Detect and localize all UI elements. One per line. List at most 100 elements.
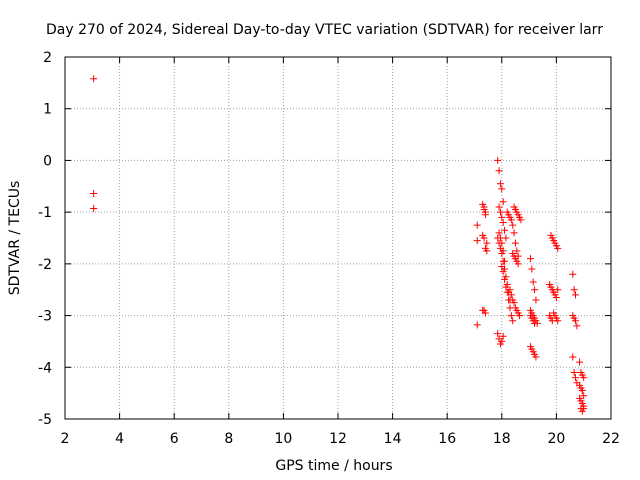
data-point — [496, 208, 504, 216]
data-point — [498, 250, 506, 258]
data-point — [576, 358, 584, 366]
x-tick-label: 20 — [547, 431, 565, 447]
y-tick-label: -3 — [38, 309, 52, 325]
data-point — [499, 268, 507, 276]
data-point — [90, 205, 98, 213]
y-tick-label: -4 — [38, 360, 52, 376]
data-point — [507, 312, 515, 320]
data-point — [517, 216, 525, 224]
data-point — [513, 247, 521, 255]
data-point — [501, 275, 509, 283]
data-point — [509, 317, 517, 325]
data-point — [498, 262, 506, 270]
data-point — [506, 286, 514, 294]
data-point — [495, 229, 503, 237]
data-point — [90, 190, 98, 198]
data-point — [496, 180, 504, 188]
data-point — [510, 299, 518, 307]
data-point — [532, 353, 540, 361]
data-point — [507, 291, 515, 299]
data-point — [501, 226, 509, 234]
data-point — [495, 203, 503, 211]
data-point — [480, 234, 488, 242]
data-point — [533, 319, 541, 327]
data-point — [483, 247, 491, 255]
data-point — [529, 278, 537, 286]
data-point — [499, 257, 507, 265]
y-tick-label: 0 — [43, 153, 52, 169]
x-tick-label: 4 — [115, 431, 124, 447]
data-point — [526, 255, 534, 263]
data-point — [552, 293, 560, 301]
tick-marks — [64, 56, 612, 420]
data-point — [569, 270, 577, 278]
y-axis-label: SDTVAR / TECUs — [7, 181, 23, 296]
data-point — [499, 218, 507, 226]
data-points — [90, 75, 588, 415]
x-tick-label: 22 — [602, 431, 620, 447]
data-point — [570, 368, 578, 376]
data-point — [494, 234, 502, 242]
y-tick-label: -5 — [38, 412, 52, 428]
data-point — [580, 374, 588, 382]
x-tick-label: 2 — [61, 431, 70, 447]
data-point — [481, 309, 489, 317]
x-tick-labels: 2 4 6 8 10 12 14 16 18 20 22 — [61, 431, 620, 447]
x-axis-label: GPS time / hours — [275, 458, 392, 474]
data-point — [572, 374, 580, 382]
y-tick-label: 2 — [43, 50, 52, 66]
data-point — [532, 296, 540, 304]
data-point — [498, 337, 506, 345]
data-point — [573, 322, 581, 330]
data-point — [511, 239, 519, 247]
data-point — [554, 286, 562, 294]
data-point — [90, 75, 98, 83]
data-point — [569, 353, 577, 361]
data-point — [498, 185, 506, 193]
data-point — [496, 244, 504, 252]
data-point — [481, 211, 489, 219]
chart-title: Day 270 of 2024, Sidereal Day-to-day VTE… — [46, 22, 603, 38]
data-point — [528, 265, 536, 273]
data-point — [473, 237, 481, 245]
data-point — [514, 260, 522, 268]
y-tick-label: -1 — [38, 205, 52, 221]
data-point — [495, 239, 503, 247]
data-point — [495, 167, 503, 175]
data-point — [494, 330, 502, 338]
data-point — [572, 317, 580, 325]
data-point — [554, 244, 562, 252]
x-tick-label: 8 — [224, 431, 233, 447]
y-tick-labels: 2 1 0 -1 -2 -3 -4 -5 — [38, 50, 52, 428]
data-point — [554, 317, 562, 325]
data-point — [510, 229, 518, 237]
x-tick-label: 14 — [384, 431, 402, 447]
data-point — [480, 203, 488, 211]
data-point — [572, 291, 580, 299]
data-point — [473, 221, 481, 229]
data-point — [578, 387, 586, 395]
data-point — [580, 392, 588, 400]
data-point — [570, 286, 578, 294]
y-tick-label: -2 — [38, 257, 52, 273]
x-tick-label: 12 — [329, 431, 347, 447]
data-point — [509, 221, 517, 229]
data-point — [473, 321, 481, 329]
y-tick-label: 1 — [43, 102, 52, 118]
data-point — [502, 283, 510, 291]
data-point — [580, 405, 588, 413]
x-tick-label: 16 — [438, 431, 456, 447]
data-point — [494, 156, 502, 164]
x-tick-label: 10 — [274, 431, 292, 447]
data-point — [499, 332, 507, 340]
data-point — [483, 239, 491, 247]
x-tick-label: 6 — [170, 431, 179, 447]
data-point — [498, 213, 506, 221]
data-point — [507, 216, 515, 224]
data-point — [502, 234, 510, 242]
data-point — [531, 286, 539, 294]
x-tick-label: 18 — [493, 431, 511, 447]
data-point — [516, 312, 524, 320]
grid-lines — [65, 57, 611, 419]
